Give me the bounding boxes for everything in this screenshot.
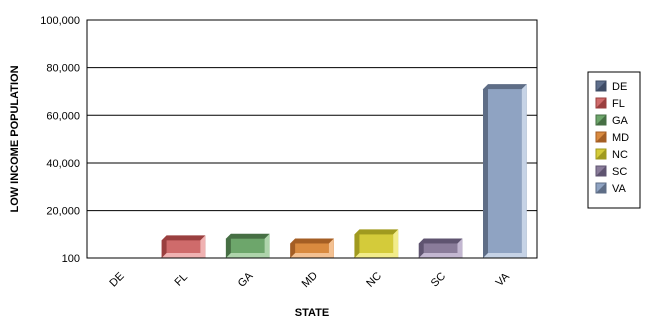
legend-label: NC [612, 149, 628, 161]
legend-item-va: VA [595, 182, 627, 195]
bar-front-face [359, 234, 394, 253]
legend-label: DE [612, 81, 627, 93]
bar-light-edge [161, 235, 206, 258]
legend-label: FL [612, 98, 625, 110]
legend: DE FL GA MD NC SC VA [587, 71, 641, 209]
bar-nc [354, 229, 399, 258]
bar-md [290, 238, 334, 258]
y-tick-label: 60,000 [46, 110, 80, 122]
y-tick-label: 20,000 [46, 206, 80, 218]
y-tick-label: 100,000 [40, 15, 80, 27]
x-tick-label: GA [236, 270, 256, 290]
bar-light-edge [225, 233, 270, 258]
legend-swatch-shade [596, 81, 606, 91]
bar-light-edge [290, 238, 334, 258]
legend-label: GA [612, 115, 629, 127]
legend-swatch-shade [596, 115, 606, 125]
legend-swatch-shade [596, 149, 606, 159]
bars [161, 84, 527, 259]
y-axis-ticks: 100 20,000 40,000 60,000 80,000 100,000 [40, 15, 80, 265]
legend-swatch-shade [596, 183, 606, 193]
legend-swatch-shade [596, 98, 606, 108]
legend-swatch-shade [596, 166, 606, 176]
bar-front-face [166, 240, 201, 253]
x-tick-label: SC [429, 270, 448, 289]
bar-front-face [230, 238, 265, 253]
x-tick-label: MD [300, 270, 321, 291]
legend-item-de: DE [595, 80, 627, 93]
x-tick-label: FL [173, 271, 191, 289]
legend-label: SC [612, 166, 627, 178]
legend-item-md: MD [595, 131, 629, 144]
legend-label: MD [612, 132, 629, 144]
bar-fl [161, 235, 206, 258]
x-tick-label: NC [364, 270, 384, 290]
bar-front-face [295, 243, 329, 253]
y-tick-label: 80,000 [46, 63, 80, 75]
bar-light-edge [418, 238, 463, 258]
x-tick-label: DE [107, 270, 126, 289]
x-axis-ticks: DE FL GA MD NC SC VA [107, 270, 512, 291]
bar-light-edge [354, 229, 399, 258]
y-axis-title: LOW INCOME POPULATION [9, 65, 21, 212]
legend-item-sc: SC [595, 165, 627, 178]
bar-front-face [488, 89, 522, 254]
legend-label: VA [612, 183, 627, 195]
bar-sc [418, 238, 463, 258]
legend-item-fl: FL [595, 97, 625, 110]
bar-ga [225, 233, 270, 258]
grid-lines [87, 67, 537, 212]
bar-va [483, 84, 527, 259]
bar-light-edge [483, 84, 527, 259]
x-tick-label: VA [494, 270, 513, 289]
x-axis-title: STATE [295, 307, 329, 319]
plot-frame [86, 19, 538, 259]
legend-item-nc: NC [595, 148, 628, 161]
legend-item-ga: GA [595, 114, 629, 127]
y-tick-label: 100 [62, 253, 80, 265]
legend-swatch-shade [596, 132, 606, 142]
y-tick-label: 40,000 [46, 158, 80, 170]
bar-front-face [423, 243, 458, 253]
